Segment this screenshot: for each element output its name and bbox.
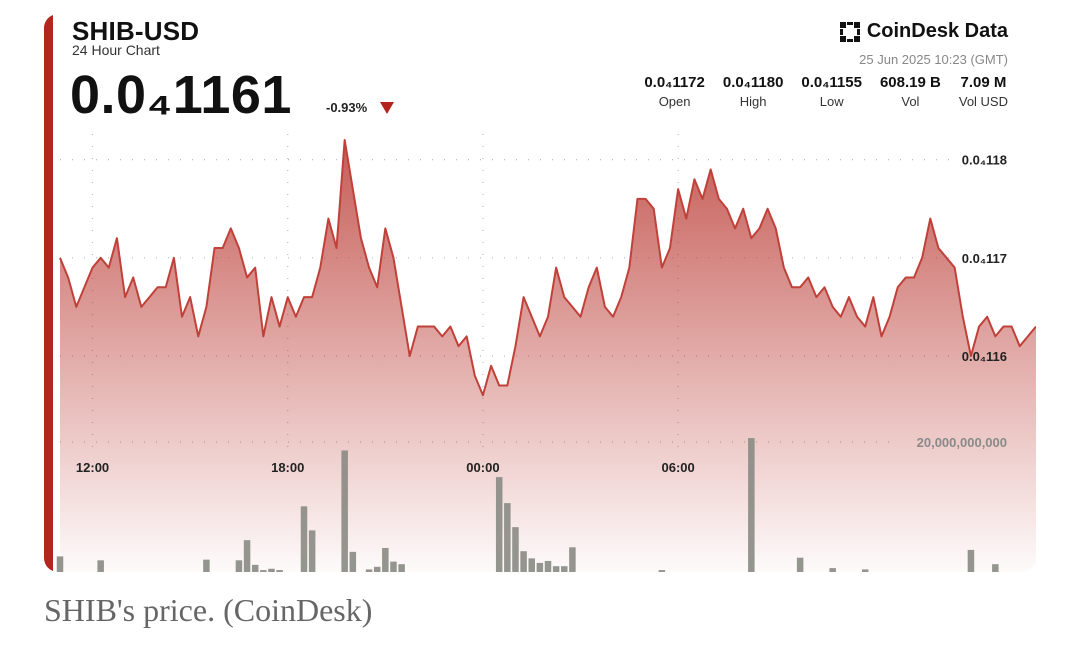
volume-bar xyxy=(512,527,519,572)
coindesk-logo-icon xyxy=(839,21,860,42)
volume-bar xyxy=(373,566,381,572)
volume-bar xyxy=(544,560,552,572)
volume-bar xyxy=(829,568,836,572)
volume-bar xyxy=(992,564,999,572)
volume-bar xyxy=(349,551,357,572)
x-tick-label: 00:00 xyxy=(466,460,499,475)
volume-bar xyxy=(861,569,869,572)
y-tick-label: 0.0₄116 xyxy=(962,349,1007,364)
brand-name: CoinDesk Data xyxy=(866,20,1008,42)
stat-open: 0.0₄1172 Open xyxy=(644,74,705,109)
stat-label: High xyxy=(739,94,767,109)
brand: CoinDesk Data xyxy=(839,20,1008,43)
volume-bar xyxy=(56,556,64,572)
stat-vol: 608.19 B Vol xyxy=(880,74,941,109)
volume-bar xyxy=(748,438,755,572)
stat-label: Vol USD xyxy=(958,94,1008,109)
volume-bar xyxy=(569,547,576,572)
stat-label: Vol xyxy=(901,94,920,109)
volume-tick-label: 20,000,000,000 xyxy=(917,435,1007,450)
price-change: -0.93% xyxy=(326,100,368,115)
x-tick-label: 18:00 xyxy=(271,460,304,475)
volume-bar xyxy=(276,570,283,572)
volume-bar xyxy=(382,547,389,572)
stat-label: Open xyxy=(658,94,691,109)
volume-bar xyxy=(967,549,975,572)
price-chart: 0.0₄118 0.0₄117 0.0₄116 20,000,000,000 12:00… xyxy=(56,134,1036,572)
stat-value: 0.0₄1172 xyxy=(644,74,705,91)
volume-bar xyxy=(341,450,348,572)
volume-bar xyxy=(243,540,251,572)
volume-bar xyxy=(300,506,308,572)
y-tick-label: 0.0₄118 xyxy=(962,153,1007,168)
accent-bar xyxy=(44,14,53,572)
volume-bar xyxy=(260,570,267,572)
volume-bar xyxy=(390,561,397,572)
volume-bar xyxy=(520,551,527,572)
x-tick-label: 06:00 xyxy=(662,460,695,475)
chart-title: SHIB-USD xyxy=(72,16,200,46)
volume-bar xyxy=(268,568,275,572)
volume-bar xyxy=(495,477,503,572)
stat-label: Low xyxy=(819,94,844,109)
current-price: 0.0₄1161 xyxy=(70,65,292,125)
volume-bar xyxy=(552,566,560,572)
volume-bar xyxy=(658,570,666,572)
stat-high: 0.0₄1180 High xyxy=(723,74,784,109)
timestamp: 25 Jun 2025 10:23 (GMT) xyxy=(859,52,1008,67)
figure-caption: SHIB's price. (CoinDesk) xyxy=(44,592,373,628)
volume-bar xyxy=(365,569,373,572)
volume-bar xyxy=(398,564,405,572)
volume-bar xyxy=(504,503,511,572)
volume-bar xyxy=(528,558,535,572)
volume-bar xyxy=(97,560,104,572)
stats-panel: 0.0₄1172 Open 0.0₄1180 High 0.0₄1155 Low… xyxy=(644,74,1008,109)
chart-subtitle: 24 Hour Chart xyxy=(72,42,160,58)
y-tick-label: 0.0₄117 xyxy=(962,251,1007,266)
volume-bar xyxy=(251,564,259,572)
volume-bar xyxy=(308,530,316,572)
stat-value: 7.09 M xyxy=(960,74,1007,91)
x-tick-label: 12:00 xyxy=(76,460,109,475)
down-triangle-icon xyxy=(380,102,394,114)
volume-bar xyxy=(235,560,243,572)
volume-bar xyxy=(796,557,804,572)
stat-value: 0.0₄1155 xyxy=(801,74,862,91)
volume-bar xyxy=(203,559,210,572)
volume-bar xyxy=(536,562,544,572)
chart-card: 0.0₄118 0.0₄117 0.0₄116 20,000,000,000 12:00… xyxy=(44,14,1036,572)
stat-value: 608.19 B xyxy=(879,74,941,91)
price-line xyxy=(59,139,1036,397)
stat-vol-usd: 7.09 M Vol USD xyxy=(959,74,1008,109)
stat-value: 0.0₄1180 xyxy=(722,74,784,91)
stat-low: 0.0₄1155 Low xyxy=(801,74,862,109)
price-area xyxy=(60,140,1036,572)
volume-bar xyxy=(561,566,568,572)
